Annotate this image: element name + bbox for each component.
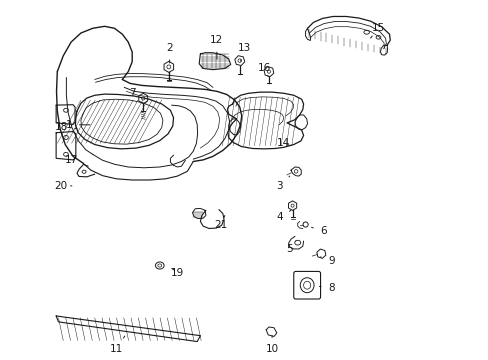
Text: 20: 20	[55, 181, 72, 191]
Text: 2: 2	[166, 43, 173, 63]
Text: 1: 1	[66, 120, 90, 130]
Text: 14: 14	[277, 138, 290, 148]
Text: 9: 9	[320, 256, 334, 266]
Text: 19: 19	[170, 267, 184, 278]
Text: 13: 13	[237, 43, 251, 61]
Text: 16: 16	[257, 63, 270, 76]
Text: 8: 8	[319, 283, 334, 293]
Text: 15: 15	[370, 23, 385, 38]
Text: 5: 5	[286, 241, 295, 254]
Text: 21: 21	[214, 216, 227, 230]
Text: 4: 4	[276, 210, 290, 222]
Text: 12: 12	[210, 35, 223, 59]
Text: 7: 7	[129, 88, 142, 103]
Text: 18: 18	[55, 122, 77, 132]
Text: 6: 6	[311, 226, 326, 236]
Text: 11: 11	[110, 336, 124, 355]
Text: 3: 3	[276, 176, 289, 191]
Text: 17: 17	[64, 155, 88, 166]
Text: 10: 10	[265, 336, 278, 355]
